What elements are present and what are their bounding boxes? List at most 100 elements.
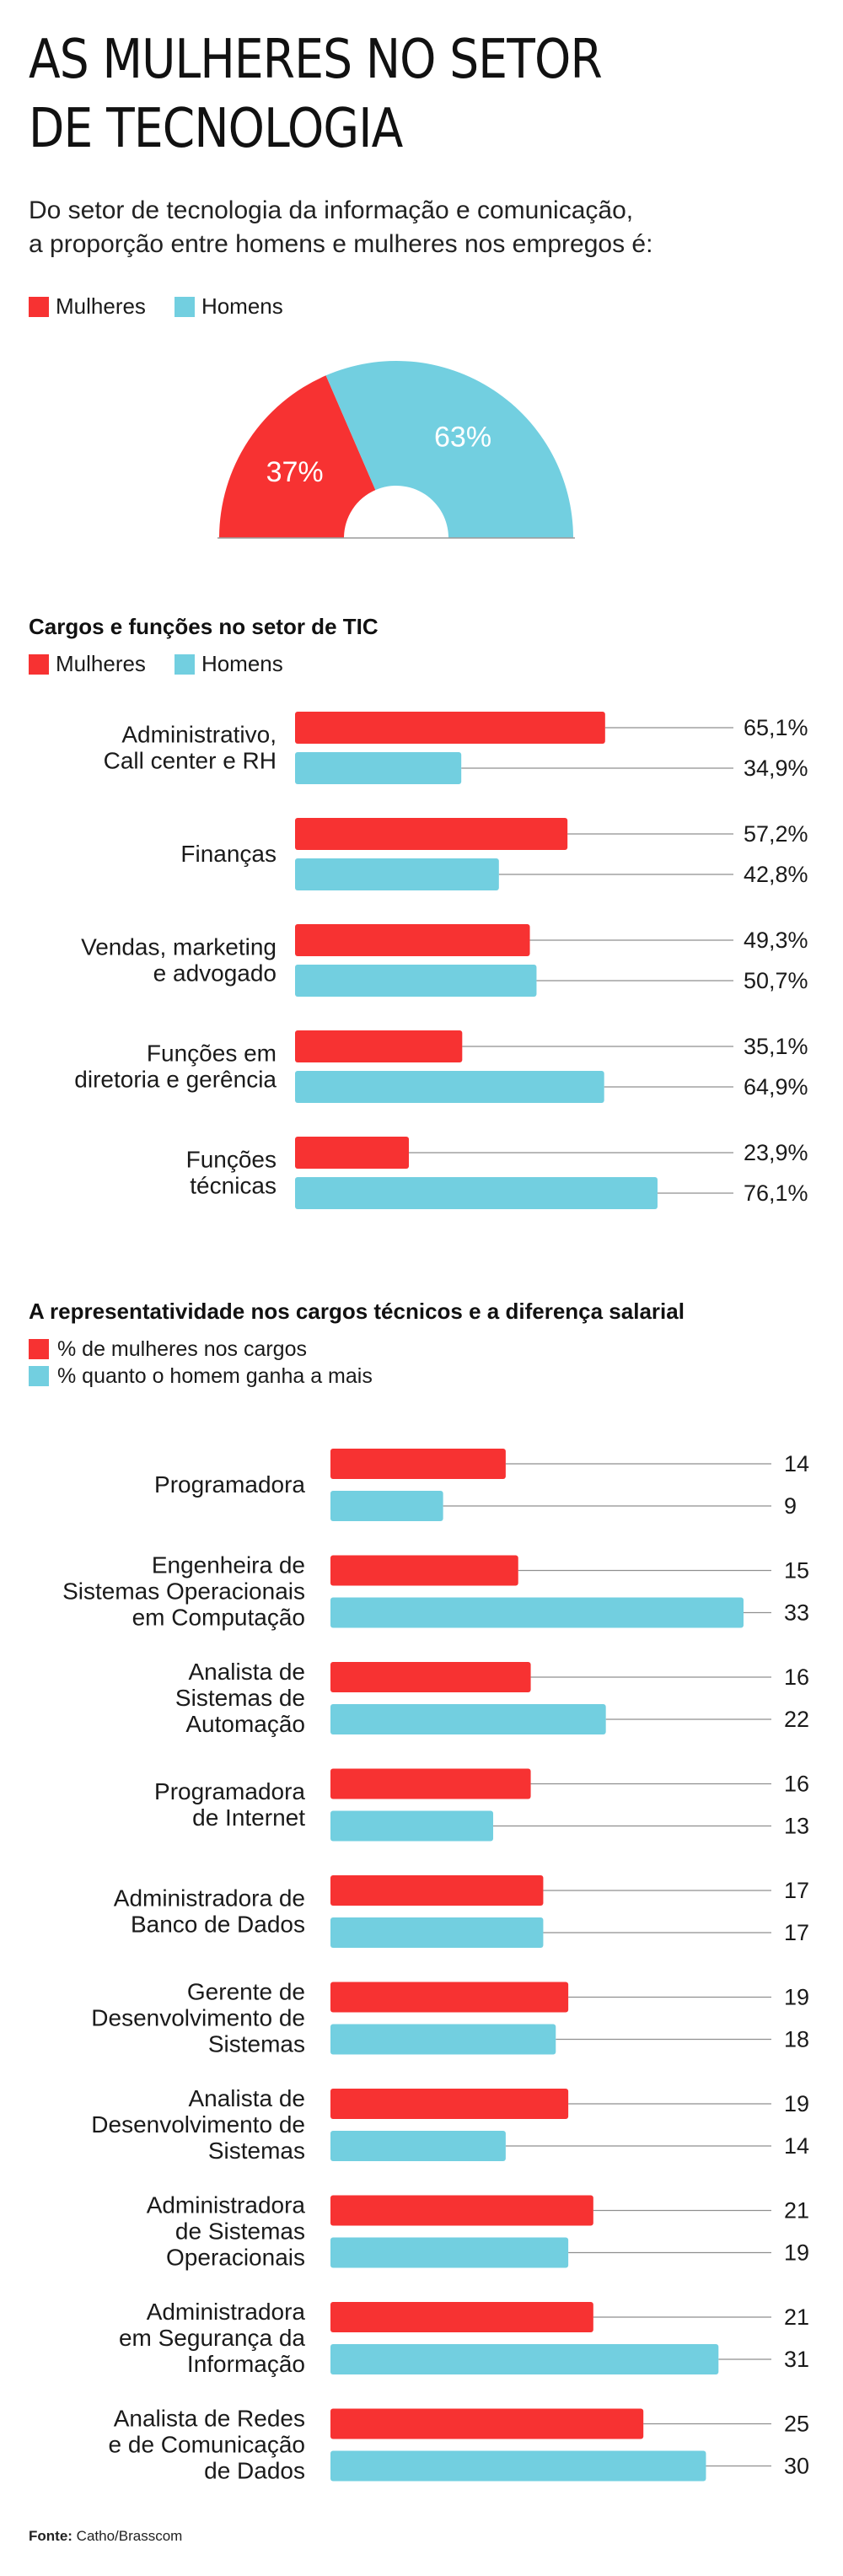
title-line-1: AS MULHERES NO SETOR: [29, 29, 603, 91]
category-label-line: de Internet: [192, 1804, 305, 1831]
value-label: 50,7%: [744, 968, 808, 993]
legend-item-women: Mulheres: [29, 293, 146, 320]
legend-item-women: Mulheres: [29, 651, 146, 677]
bar-women: [330, 1555, 518, 1586]
bar-men: [330, 2344, 719, 2374]
value-label: 14: [784, 2133, 809, 2159]
bar-women: [295, 712, 605, 744]
category-label-line: Desenvolvimento de: [91, 2005, 305, 2031]
category-label-line: de Sistemas: [175, 2218, 305, 2245]
value-label: 76,1%: [744, 1180, 808, 1206]
bar-men: [330, 1491, 443, 1521]
legend-label-women: Mulheres: [56, 293, 146, 319]
legend-swatch-women: [29, 653, 49, 675]
bar-men: [295, 752, 462, 784]
category-label: Vendas, marketing e advogado: [81, 934, 277, 987]
bar-women: [330, 1875, 544, 1906]
legend-item-men: Homens: [174, 293, 283, 320]
legend-pie: Mulheres Homens: [29, 293, 283, 320]
value-label: 30: [784, 2454, 809, 2479]
value-label: 25: [784, 2412, 809, 2437]
category-label-line: Programadora: [154, 1778, 305, 1804]
value-label: 65,1%: [744, 715, 808, 740]
category-label: Analista de Desenvolvimento de Sistemas: [91, 2085, 305, 2164]
category-label-line: Analista de Redes: [114, 2406, 305, 2432]
legend-swatch-men: [174, 296, 195, 317]
category-label-line: Operacionais: [166, 2245, 305, 2271]
value-label: 21: [784, 2198, 809, 2224]
bar-men: [330, 2024, 556, 2055]
value-label: 49,3%: [744, 928, 808, 953]
category-label-line: Automação: [185, 1711, 305, 1737]
category-label-line: Sistemas Operacionais: [62, 1578, 305, 1605]
category-label-line: de Dados: [204, 2458, 305, 2484]
section-title-salary: A representatividade nos cargos técnicos…: [29, 1299, 685, 1324]
category-label: Funções técnicas: [186, 1147, 277, 1199]
pie-slice-men: [325, 361, 573, 538]
category-label-line: Analista de: [188, 1659, 305, 1685]
legend-label-women-pct: % de mulheres nos cargos: [57, 1336, 307, 1361]
value-label: 17: [784, 1920, 809, 1945]
bar-women: [330, 2089, 569, 2119]
bar-men: [330, 1810, 494, 1842]
category-label-line: Finanças: [180, 841, 277, 867]
category-label-line: técnicas: [190, 1173, 277, 1199]
bar-men: [330, 2237, 569, 2268]
category-label: Finanças: [180, 841, 277, 867]
bar-women: [295, 818, 568, 850]
legend-label-women: Mulheres: [56, 651, 146, 676]
category-label-line: em Segurança da: [119, 2325, 305, 2351]
category-label-line: e de Comunicação: [109, 2432, 305, 2458]
value-label: 15: [784, 1558, 809, 1584]
category-label-line: e advogado: [153, 960, 277, 987]
legend-label-men: Homens: [201, 293, 283, 319]
value-label: 31: [784, 2347, 809, 2372]
bar-women: [330, 2302, 593, 2332]
pie-label-women: 37%: [266, 456, 324, 488]
bar-men: [295, 858, 499, 890]
category-label-line: Administradora de: [114, 1885, 305, 1912]
category-label: Engenheira de Sistemas Operacionais em Com…: [62, 1552, 305, 1631]
category-label-line: Banco de Dados: [131, 1912, 305, 1938]
value-label: 14: [784, 1451, 809, 1476]
donut-chart: 37% 63%: [217, 361, 575, 539]
category-label-line: Gerente de: [187, 1979, 305, 2005]
value-label: 34,9%: [744, 756, 808, 781]
category-label-line: Analista de: [188, 2085, 305, 2111]
page-title: AS MULHERES NO SETOR DE TECNOLOGIA: [29, 25, 681, 164]
value-label: 22: [784, 1707, 809, 1732]
category-label: Programadora: [154, 1471, 305, 1498]
legend-swatch-men: [29, 1366, 49, 1386]
category-label: Administradora em Segurança da Informação: [119, 2299, 305, 2377]
bar-men: [330, 1704, 606, 1734]
title-line-2: DE TECNOLOGIA: [29, 98, 403, 160]
category-label: Analista de Sistemas de Automação: [175, 1659, 305, 1737]
legend-item-men: Homens: [174, 651, 283, 677]
category-label-line: Vendas, marketing: [81, 934, 277, 960]
category-label-line: Sistemas de: [175, 1685, 305, 1711]
category-label-line: em Computação: [132, 1605, 305, 1631]
category-label-line: Call center e RH: [104, 748, 277, 774]
legend-label-men: Homens: [201, 651, 283, 676]
category-label-line: Sistemas: [208, 2138, 305, 2164]
category-label: Funções em diretoria e gerência: [74, 1041, 277, 1093]
category-label-line: Administrativo,: [121, 722, 277, 748]
intro-text: Do setor de tecnologia da informação e c…: [29, 194, 787, 261]
bar-men: [295, 965, 537, 997]
value-label: 19: [784, 2240, 809, 2266]
bar-women: [295, 924, 530, 956]
legend-roles: Mulheres Homens: [29, 651, 283, 677]
category-label-line: Administradora: [147, 2192, 306, 2218]
value-label: 19: [784, 2091, 809, 2116]
bar-men: [330, 1917, 544, 1948]
value-label: 17: [784, 1878, 809, 1903]
category-label: Gerente de Desenvolvimento de Sistemas: [91, 1979, 305, 2057]
bar-women: [330, 2408, 644, 2439]
legend-salary: % de mulheres nos cargos % quanto o home…: [29, 1336, 373, 1390]
value-label: 42,8%: [744, 862, 808, 887]
legend-swatch-women: [29, 296, 49, 317]
bar-men: [330, 1597, 744, 1628]
legend-swatch-men: [174, 653, 195, 675]
category-label-line: Desenvolvimento de: [91, 2111, 305, 2138]
